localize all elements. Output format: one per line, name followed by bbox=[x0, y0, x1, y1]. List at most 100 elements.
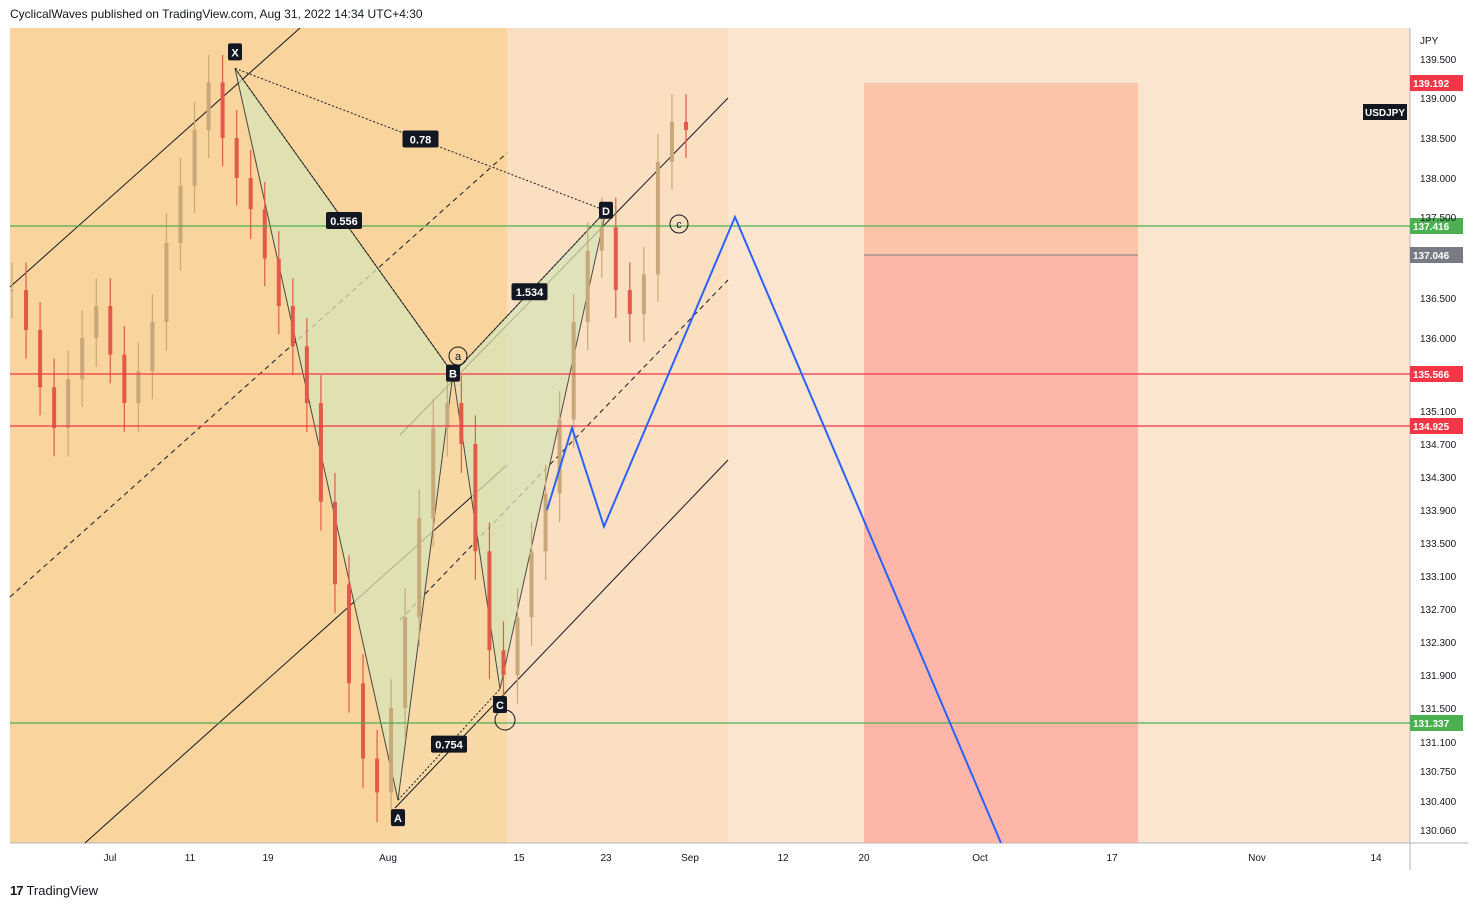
candle-body bbox=[10, 290, 14, 292]
candle-body bbox=[684, 122, 688, 130]
candle-body bbox=[515, 617, 520, 675]
xb-ratio-line bbox=[234, 68, 454, 374]
price-tag bbox=[1410, 75, 1463, 92]
candle-body bbox=[669, 122, 674, 162]
ratio-label-box bbox=[326, 212, 362, 230]
time-axis: Jul 11 19 Aug 15 23 Sep 12 20 Oct 17 Nov 14 bbox=[104, 853, 1382, 864]
chart-background bbox=[10, 28, 1468, 870]
y-tick-label: 139.500 bbox=[1420, 55, 1457, 66]
y-tick-label: 131.900 bbox=[1420, 671, 1457, 682]
candle-body bbox=[94, 306, 99, 338]
candle-body bbox=[262, 209, 267, 259]
y-tick-label: 138.000 bbox=[1420, 174, 1457, 185]
ratio-label: 1.534 bbox=[516, 287, 544, 299]
price-tag-label: 137.046 bbox=[1413, 251, 1450, 262]
candle-body bbox=[290, 306, 295, 347]
ratio-label: 0.556 bbox=[330, 216, 358, 228]
candle-body bbox=[108, 306, 113, 355]
point-label-box bbox=[599, 201, 613, 219]
candle-body bbox=[80, 338, 85, 380]
candle-body bbox=[655, 162, 660, 275]
candle-body bbox=[487, 551, 492, 651]
candle-body bbox=[220, 82, 225, 138]
y-tick-label: 136.500 bbox=[1420, 294, 1457, 305]
candle-body bbox=[361, 683, 366, 759]
target-zone-upper bbox=[864, 83, 1138, 255]
wave-circle bbox=[448, 346, 468, 366]
point-label-x: X bbox=[231, 47, 239, 59]
point-label-b: B bbox=[449, 369, 457, 381]
x-tick-label: 15 bbox=[513, 853, 525, 864]
footer-brand: TradingView bbox=[26, 883, 99, 898]
candle-body bbox=[557, 419, 562, 494]
candle-body bbox=[613, 227, 618, 291]
y-tick-label: 134.700 bbox=[1420, 440, 1457, 451]
wave-label-a: a bbox=[455, 351, 462, 363]
candle-body bbox=[473, 444, 478, 552]
candle-body bbox=[543, 493, 548, 552]
candle-body bbox=[571, 322, 576, 420]
y-tick-label: 133.900 bbox=[1420, 506, 1457, 517]
projection-line bbox=[546, 214, 1002, 844]
candles bbox=[10, 55, 688, 823]
candle-body bbox=[24, 290, 29, 330]
bd-ratio-line bbox=[452, 210, 607, 375]
x-tick-label: 14 bbox=[1370, 853, 1382, 864]
level-price-tag bbox=[1410, 418, 1463, 434]
candle-body bbox=[178, 185, 183, 243]
x-tick-label: Aug bbox=[379, 853, 397, 864]
attribution-text: CyclicalWaves published on TradingView.c… bbox=[10, 7, 423, 21]
candle-body bbox=[206, 82, 211, 130]
channel-upper-left bbox=[9, 27, 301, 288]
pattern-labels: X A B C D 0.556 0.78 0.754 1.534 a c USDJPY bbox=[228, 43, 1407, 827]
y-tick-label: 130.060 bbox=[1420, 826, 1457, 837]
point-label-box bbox=[446, 364, 460, 382]
wave-circle bbox=[669, 214, 689, 234]
level-price-label: 135.566 bbox=[1413, 370, 1450, 381]
y-tick-label: 139.000 bbox=[1420, 94, 1457, 105]
candle-body bbox=[192, 130, 197, 186]
target-zone bbox=[864, 83, 1138, 844]
candle-body bbox=[445, 403, 450, 428]
candle-body bbox=[164, 242, 169, 322]
tradingview-logo-icon: 17 bbox=[10, 883, 24, 898]
candle-body bbox=[417, 518, 422, 618]
y-tick-label: 132.700 bbox=[1420, 605, 1457, 616]
candle-body bbox=[347, 584, 351, 684]
horizontal-levels: 137.416 135.566 134.925 131.337 139.192 137.0… bbox=[10, 75, 1463, 731]
x-tick-label: 20 bbox=[858, 853, 870, 864]
candle-body bbox=[122, 354, 127, 404]
candle-body bbox=[276, 258, 281, 306]
candle-body bbox=[234, 138, 239, 178]
level-price-tag bbox=[1410, 715, 1463, 731]
symbol-tag bbox=[1363, 104, 1407, 120]
candle-body bbox=[304, 346, 309, 404]
channel-mid-left bbox=[9, 152, 508, 598]
x-tick-label: 12 bbox=[777, 853, 789, 864]
y-tick-label: 130.400 bbox=[1420, 797, 1457, 808]
x-tick-label: Sep bbox=[681, 853, 699, 864]
y-tick-label: 131.500 bbox=[1420, 704, 1457, 715]
price-tag-label: 139.192 bbox=[1413, 79, 1450, 90]
candle-body bbox=[431, 428, 436, 519]
ratio-label: 0.754 bbox=[435, 740, 463, 752]
candle-body bbox=[599, 227, 604, 251]
channel-mid-right bbox=[399, 279, 729, 621]
candle-body bbox=[38, 330, 43, 388]
candle-body bbox=[318, 403, 323, 502]
symbol-label: USDJPY bbox=[1365, 108, 1405, 119]
level-price-label: 137.416 bbox=[1413, 222, 1450, 233]
channel-lower-left bbox=[84, 464, 508, 844]
footer: 17 TradingView bbox=[10, 883, 98, 898]
candle-body bbox=[332, 501, 337, 585]
y-tick-label: 132.300 bbox=[1420, 638, 1457, 649]
x-tick-label: 11 bbox=[185, 853, 196, 864]
y-tick-label: 138.500 bbox=[1420, 134, 1457, 145]
x-tick-label: Oct bbox=[972, 853, 988, 864]
candle-body bbox=[585, 250, 590, 322]
ratio-label-box bbox=[431, 735, 467, 753]
price-axis: JPY 139.500 139.000 138.500 138.000 137.500 13… bbox=[1420, 36, 1457, 837]
candle-body bbox=[529, 551, 534, 618]
candle-body bbox=[641, 274, 646, 314]
